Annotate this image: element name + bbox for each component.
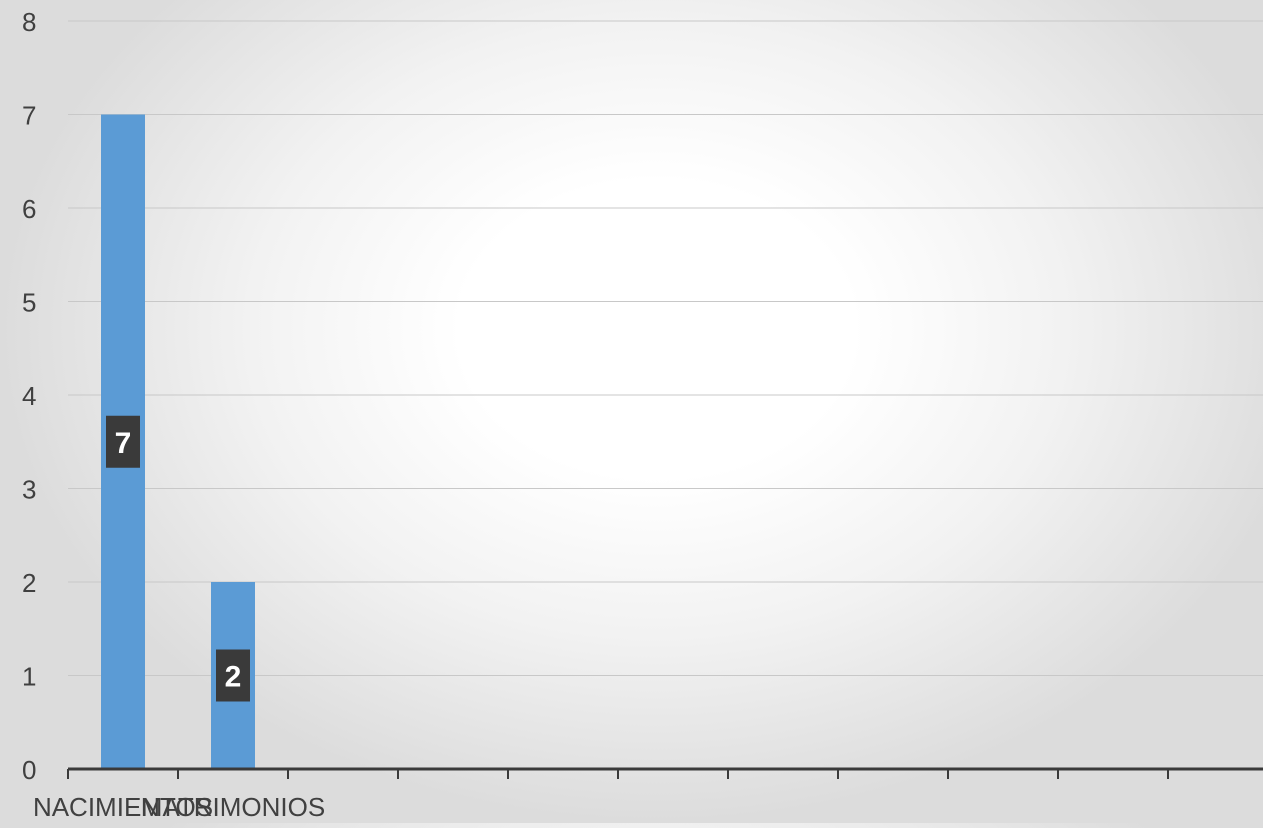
y-tick-label: 2 — [22, 568, 36, 598]
gridlines — [68, 20, 1263, 676]
y-tick-label: 4 — [22, 381, 36, 411]
y-axis-ticks: 0 1 2 3 4 5 6 7 8 — [22, 7, 36, 785]
y-tick-label: 3 — [22, 475, 36, 505]
data-labels: 72 — [106, 415, 250, 702]
y-tick-label: 7 — [22, 101, 36, 131]
y-tick-label: 0 — [22, 755, 36, 785]
data-label-box — [106, 415, 140, 468]
x-axis — [67, 767, 1263, 779]
data-label: 7 — [115, 427, 132, 460]
x-tick-label: MATRIMONIOS — [141, 792, 325, 822]
data-label: 2 — [225, 661, 242, 694]
data-label-box — [216, 649, 250, 702]
x-tick-label: NACIMIENTOS — [33, 792, 213, 822]
y-tick-label: 1 — [22, 662, 36, 692]
y-tick-label: 6 — [22, 194, 36, 224]
y-tick-label: 8 — [22, 7, 36, 37]
y-tick-label: 5 — [22, 288, 36, 318]
